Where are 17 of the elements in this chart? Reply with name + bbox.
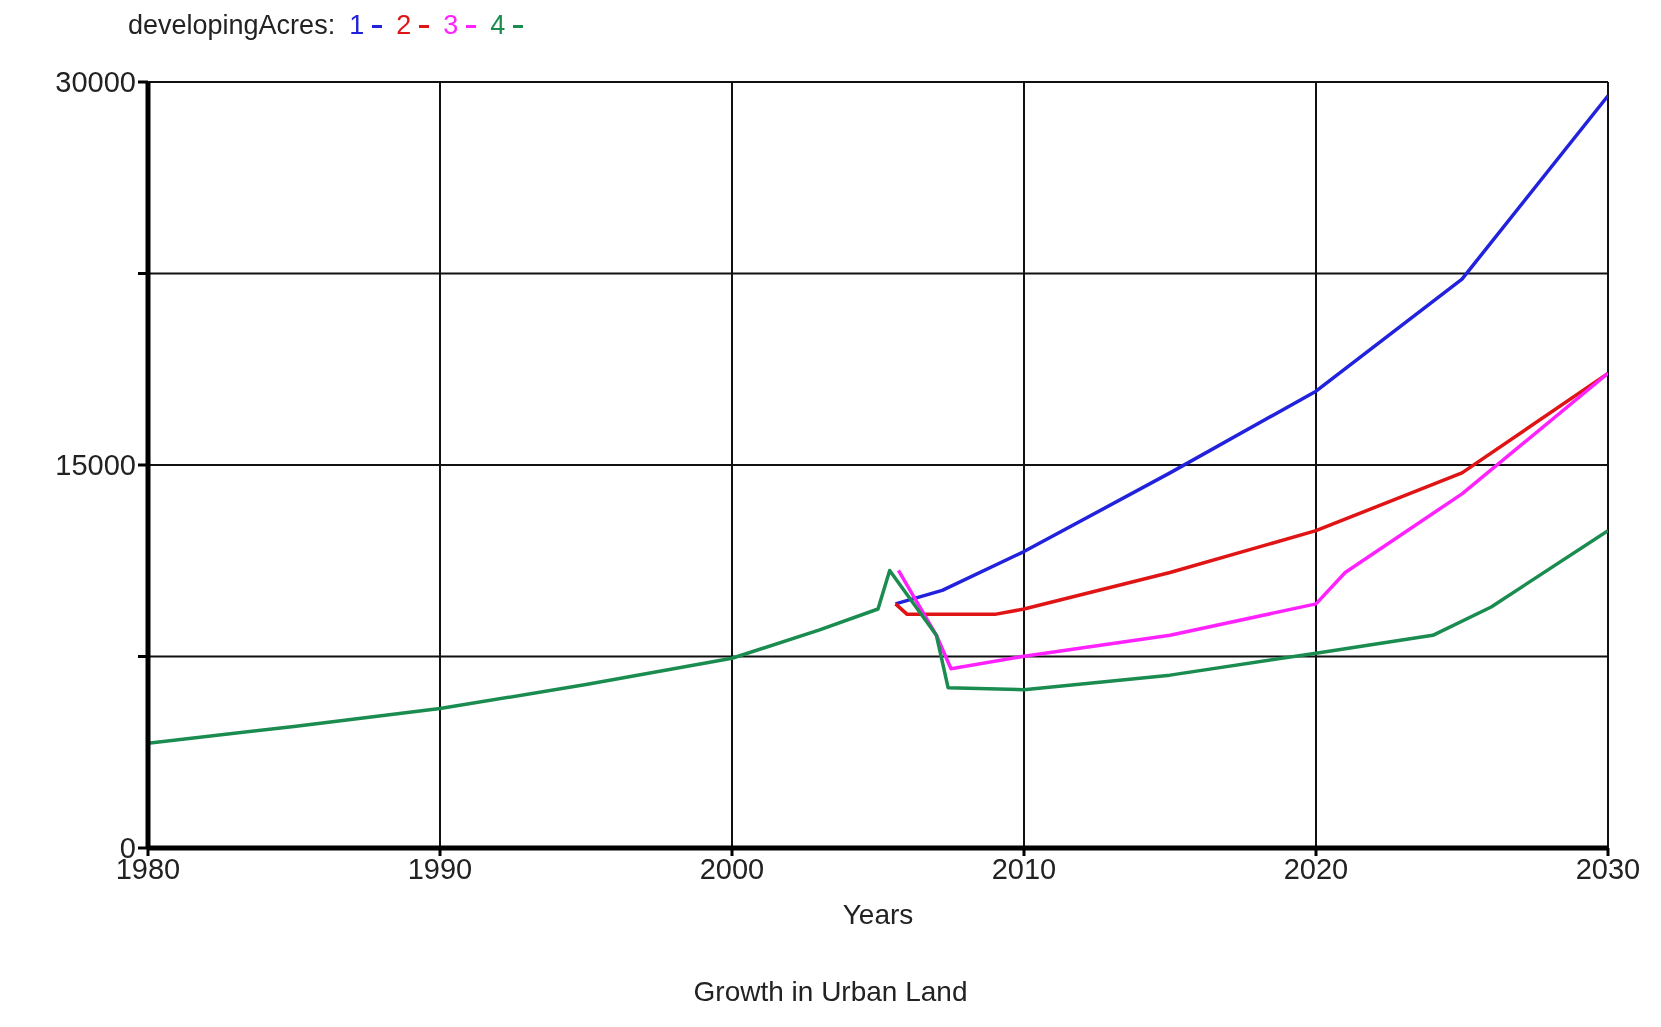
legend-label: 1 [349,10,366,40]
x-tick-label: 1990 [407,852,473,885]
x-tick-label: 2010 [991,852,1057,885]
y-tick-label: 30000 [55,66,136,99]
line-series [896,371,1608,671]
text: Growth in Urban Land [692,976,969,1008]
x-tick-label: 2000 [699,852,765,885]
x-tick-label: 2020 [1283,852,1349,885]
line-series [893,94,1608,606]
legend-label: 3 [443,10,460,40]
legend-label: 2 [396,10,413,40]
x-tick-label: 2030 [1575,852,1641,885]
y-tick-label: 15000 [55,449,136,482]
legend-label: 4 [490,10,507,40]
legend-title: developingAcres: [128,10,336,40]
x-axis-title: Years [842,899,914,930]
line-series [148,528,1608,746]
